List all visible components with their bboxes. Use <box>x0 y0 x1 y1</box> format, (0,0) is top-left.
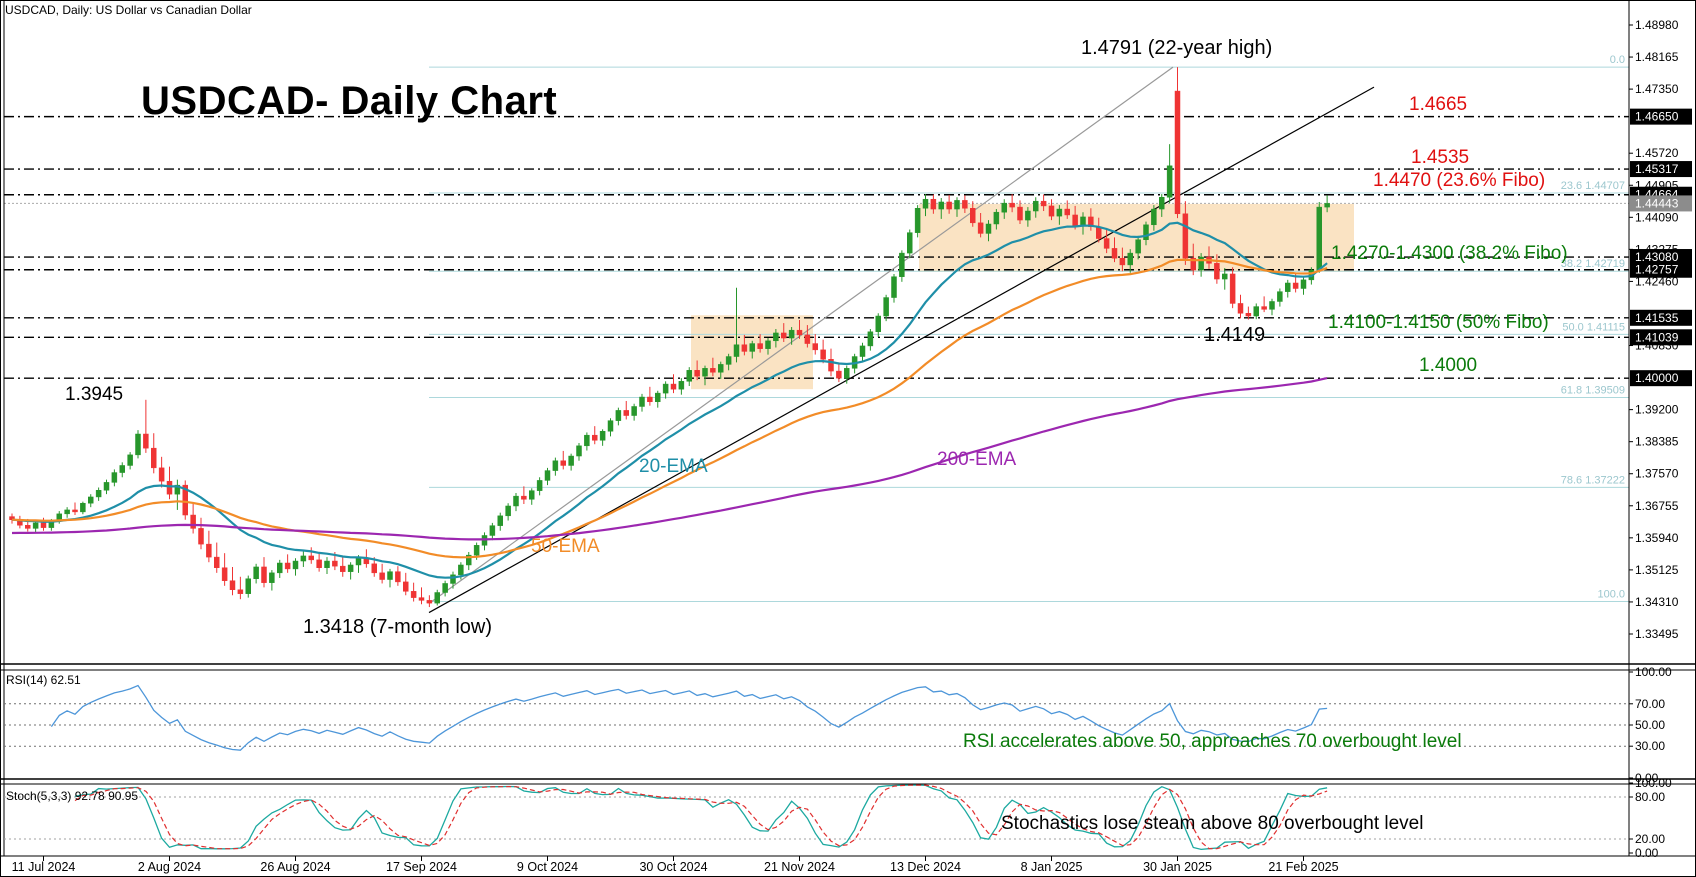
svg-text:30.00: 30.00 <box>1635 739 1665 753</box>
svg-text:1.37570: 1.37570 <box>1635 467 1679 481</box>
rsi-commentary-note: RSI accelerates above 50, approaches 70 … <box>963 731 1462 752</box>
support-zone-38-2-fibo: 1.4270-1.4300 (38.2% Fibo) <box>1331 243 1568 264</box>
support-zone-50-fibo: 1.4100-1.4150 (50% Fibo) <box>1328 312 1549 333</box>
svg-text:100.00: 100.00 <box>1635 776 1672 790</box>
resistance-level-1-4665: 1.4665 <box>1409 94 1468 115</box>
svg-text:1.35125: 1.35125 <box>1635 563 1679 577</box>
svg-text:11 Jul 2024: 11 Jul 2024 <box>12 860 76 874</box>
svg-text:100.00: 100.00 <box>1635 665 1672 679</box>
svg-text:0.0: 0.0 <box>1610 54 1625 66</box>
ema50-line <box>11 258 1328 559</box>
svg-text:1.42757: 1.42757 <box>1635 263 1679 277</box>
svg-text:1.45317: 1.45317 <box>1635 162 1679 176</box>
svg-text:61.8 1.39509: 61.8 1.39509 <box>1561 384 1625 396</box>
svg-text:30 Oct 2024: 30 Oct 2024 <box>639 860 707 874</box>
ema200-line-label: 200-EMA <box>937 449 1017 470</box>
ema200-line <box>11 377 1328 541</box>
svg-text:8 Jan 2025: 8 Jan 2025 <box>1021 860 1083 874</box>
svg-text:21 Nov 2024: 21 Nov 2024 <box>764 860 835 874</box>
panel-separators <box>1 663 1695 857</box>
svg-text:50.0 1.41115: 50.0 1.41115 <box>1562 321 1625 333</box>
support-resistance-lines <box>4 115 1629 379</box>
svg-text:1.36755: 1.36755 <box>1635 499 1679 513</box>
svg-text:2 Aug 2024: 2 Aug 2024 <box>138 860 201 874</box>
svg-text:1.41039: 1.41039 <box>1635 330 1679 344</box>
svg-text:1.38385: 1.38385 <box>1635 435 1679 449</box>
resistance-level-1-4535: 1.4535 <box>1411 147 1470 168</box>
rsi-panel: 100.00 70.00 50.00 30.00 0.00 <box>4 665 1672 785</box>
svg-text:23.6 1.44707: 23.6 1.44707 <box>1561 180 1625 192</box>
stoch-indicator-label: Stoch(5,3,3) 92.78 90.95 <box>6 789 139 803</box>
svg-text:1.44443: 1.44443 <box>1635 196 1679 210</box>
svg-text:26 Aug 2024: 26 Aug 2024 <box>260 860 330 874</box>
annotation-22-year-high: 1.4791 (22-year high) <box>1081 37 1273 59</box>
ema20-line <box>11 221 1328 579</box>
svg-text:1.40000: 1.40000 <box>1635 371 1679 385</box>
svg-text:1.45720: 1.45720 <box>1635 146 1679 160</box>
svg-text:70.00: 70.00 <box>1635 697 1665 711</box>
svg-text:1.44090: 1.44090 <box>1635 210 1679 224</box>
price-axis: 1.489801.481651.473501.457201.449051.440… <box>3 1 1692 856</box>
svg-text:0.00: 0.00 <box>1635 771 1659 785</box>
svg-text:1.48165: 1.48165 <box>1635 50 1679 64</box>
svg-text:1.46650: 1.46650 <box>1635 110 1679 124</box>
svg-text:20.00: 20.00 <box>1635 832 1665 846</box>
svg-text:1.42460: 1.42460 <box>1635 274 1679 288</box>
svg-text:0.00: 0.00 <box>1635 846 1659 860</box>
svg-text:1.34310: 1.34310 <box>1635 595 1679 609</box>
annotation-7-month-low: 1.3418 (7-month low) <box>303 616 492 638</box>
svg-text:9 Oct 2024: 9 Oct 2024 <box>517 860 578 874</box>
svg-text:1.35940: 1.35940 <box>1635 531 1679 545</box>
stoch-commentary-note: Stochastics lose steam above 80 overboug… <box>1001 813 1424 834</box>
support-level-1-4000: 1.4000 <box>1419 355 1478 376</box>
svg-text:78.6 1.37222: 78.6 1.37222 <box>1561 474 1625 486</box>
candles-layer <box>9 67 1330 608</box>
consolidation-zones <box>691 203 1354 390</box>
annotation-recent-low: 1.4149 <box>1204 324 1266 346</box>
resistance-level-1-4470-fibo: 1.4470 (23.6% Fibo) <box>1373 170 1546 191</box>
ema50-line-label: 50-EMA <box>531 536 600 557</box>
svg-text:100.0: 100.0 <box>1597 589 1625 601</box>
svg-text:1.39200: 1.39200 <box>1635 403 1679 417</box>
svg-text:38.2 1.42719: 38.2 1.42719 <box>1561 258 1625 270</box>
ema20-line-label: 20-EMA <box>639 456 708 477</box>
svg-text:17 Sep 2024: 17 Sep 2024 <box>386 860 457 874</box>
svg-text:1.43080: 1.43080 <box>1635 250 1679 264</box>
svg-text:80.00: 80.00 <box>1635 790 1665 804</box>
svg-text:1.47350: 1.47350 <box>1635 82 1679 96</box>
date-axis: 11 Jul 2024 2 Aug 2024 26 Aug 2024 17 Sep 2… <box>12 856 1339 874</box>
svg-text:30 Jan 2025: 30 Jan 2025 <box>1143 860 1212 874</box>
svg-text:13 Dec 2024: 13 Dec 2024 <box>890 860 961 874</box>
stoch-main-line <box>74 784 1328 851</box>
rsi-line <box>50 684 1328 751</box>
annotation-august-peak: 1.3945 <box>65 384 124 405</box>
svg-text:1.48980: 1.48980 <box>1635 18 1679 32</box>
chart-title: USDCAD- Daily Chart <box>141 79 558 123</box>
svg-text:50.00: 50.00 <box>1635 718 1665 732</box>
svg-text:1.41535: 1.41535 <box>1635 311 1679 325</box>
symbol-quote-header: USDCAD, Daily: US Dollar vs Canadian Dol… <box>5 3 252 17</box>
fibonacci-retracement: 0.0 23.6 1.44707 38.2 1.42719 50.0 1.41115 6… <box>429 54 1629 603</box>
rsi-indicator-label: RSI(14) 62.51 <box>6 673 81 687</box>
stoch-signal-line <box>74 784 1328 850</box>
svg-text:21 Feb 2025: 21 Feb 2025 <box>1268 860 1338 874</box>
svg-text:1.33495: 1.33495 <box>1635 627 1679 641</box>
